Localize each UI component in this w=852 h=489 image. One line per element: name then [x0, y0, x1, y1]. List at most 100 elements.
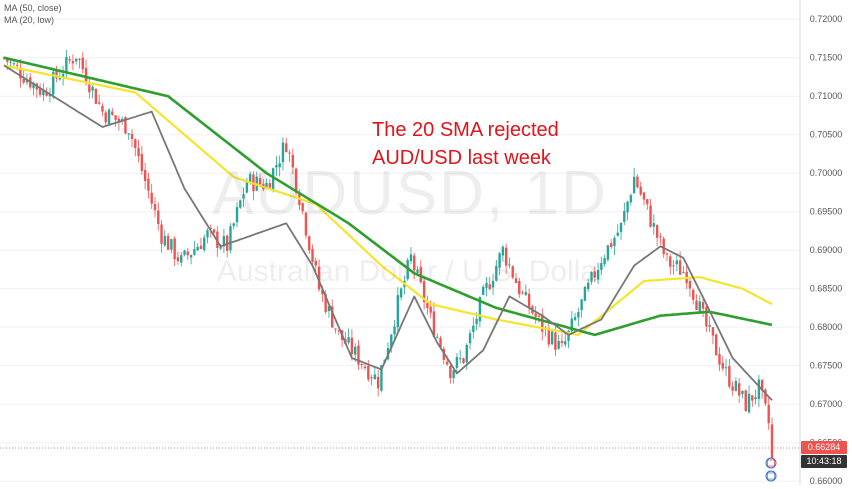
candle-body: [655, 225, 659, 238]
candle-body: [331, 306, 334, 328]
candle-body: [649, 205, 652, 227]
candle-body: [288, 152, 291, 154]
candle-body: [485, 282, 488, 288]
candle-body: [376, 376, 380, 389]
candle-body: [212, 229, 216, 233]
candle-body: [737, 383, 741, 396]
candle-body: [314, 260, 317, 266]
candle-body: [258, 178, 262, 185]
candle-body: [468, 333, 472, 344]
candle-body: [347, 337, 350, 343]
candle-body: [715, 334, 718, 356]
candle-body: [613, 237, 616, 247]
candle-body: [285, 143, 288, 153]
candle-body: [396, 295, 400, 328]
candle-body: [514, 278, 518, 284]
candle-body: [652, 223, 656, 227]
candle-body: [413, 255, 416, 271]
candle-body: [455, 356, 459, 368]
candle-body: [239, 200, 242, 208]
candle-body: [524, 292, 528, 296]
last-price-label: 0.66284: [801, 441, 847, 454]
candle-body: [636, 176, 639, 188]
candle-body: [111, 111, 114, 115]
candle-body: [721, 362, 724, 369]
candle-body: [117, 118, 121, 123]
candle-body: [291, 154, 295, 168]
y-tick-label: 0.72000: [810, 14, 843, 24]
candle-body: [504, 247, 508, 266]
candle-body: [150, 192, 153, 204]
candle-body: [465, 344, 468, 363]
candle-body: [760, 379, 764, 391]
candle-body: [678, 260, 682, 275]
candle-body: [301, 203, 304, 212]
candle-body: [278, 163, 281, 168]
candle-body: [360, 363, 363, 365]
candle-body: [619, 222, 623, 232]
candle-body: [527, 293, 531, 309]
candle-body: [350, 337, 354, 355]
candle-body: [104, 112, 107, 123]
candle-body: [422, 281, 426, 303]
y-tick-label: 0.69500: [810, 207, 843, 217]
candle-body: [334, 328, 337, 330]
economic-event-icon[interactable]: [762, 456, 792, 484]
candle-body: [600, 263, 603, 270]
candle-body: [692, 289, 695, 300]
candle-body: [134, 139, 137, 149]
candle-body: [130, 133, 134, 140]
candle-body: [672, 265, 675, 267]
candle-body: [708, 325, 711, 327]
candle-body: [754, 397, 757, 400]
candle-body: [58, 77, 61, 80]
candle-body: [248, 173, 252, 183]
candle-body: [294, 168, 298, 193]
candle-body: [728, 366, 731, 387]
candle-body: [767, 404, 770, 424]
candle-body: [770, 424, 774, 460]
candle-body: [511, 266, 514, 278]
candle-body: [9, 61, 12, 63]
candle-body: [665, 253, 669, 255]
candle-body: [695, 300, 698, 311]
legend-ma20[interactable]: MA (20, low): [4, 15, 55, 25]
candle-body: [541, 314, 544, 332]
candle-body: [731, 386, 734, 391]
candle-body: [176, 257, 180, 262]
candle-body: [393, 326, 396, 335]
candle-body: [245, 181, 249, 193]
candle-body: [606, 245, 610, 260]
events-markers[interactable]: [762, 456, 792, 484]
candle-body: [462, 358, 465, 364]
candle-body: [65, 56, 68, 73]
candle-body: [242, 194, 245, 199]
candle-body: [534, 313, 537, 317]
candle-body: [475, 318, 478, 324]
candle-body: [193, 249, 196, 255]
candle-body: [472, 325, 475, 333]
candle-body: [337, 330, 340, 332]
candle-body: [183, 250, 186, 255]
candle-body: [701, 302, 705, 309]
candle-body: [147, 178, 150, 191]
candle-body: [15, 64, 19, 66]
y-tick-label: 0.71000: [810, 91, 843, 101]
candle-body: [429, 306, 432, 313]
candle-body: [409, 254, 413, 262]
candle-body: [97, 102, 101, 104]
annotation-line-1: The 20 SMA rejected: [372, 119, 559, 141]
candle-body: [495, 266, 498, 281]
candle-body: [481, 286, 485, 295]
candle-body: [741, 390, 744, 395]
y-tick-label: 0.70000: [810, 168, 843, 178]
candle-body: [609, 243, 613, 248]
candle-body: [629, 195, 633, 203]
legend-ma50[interactable]: MA (50, close): [4, 3, 62, 13]
candle-body: [724, 367, 728, 369]
candle-body: [157, 210, 160, 224]
y-tick-label: 0.67500: [810, 361, 843, 371]
candle-body: [78, 58, 81, 60]
candle-body: [166, 235, 170, 250]
